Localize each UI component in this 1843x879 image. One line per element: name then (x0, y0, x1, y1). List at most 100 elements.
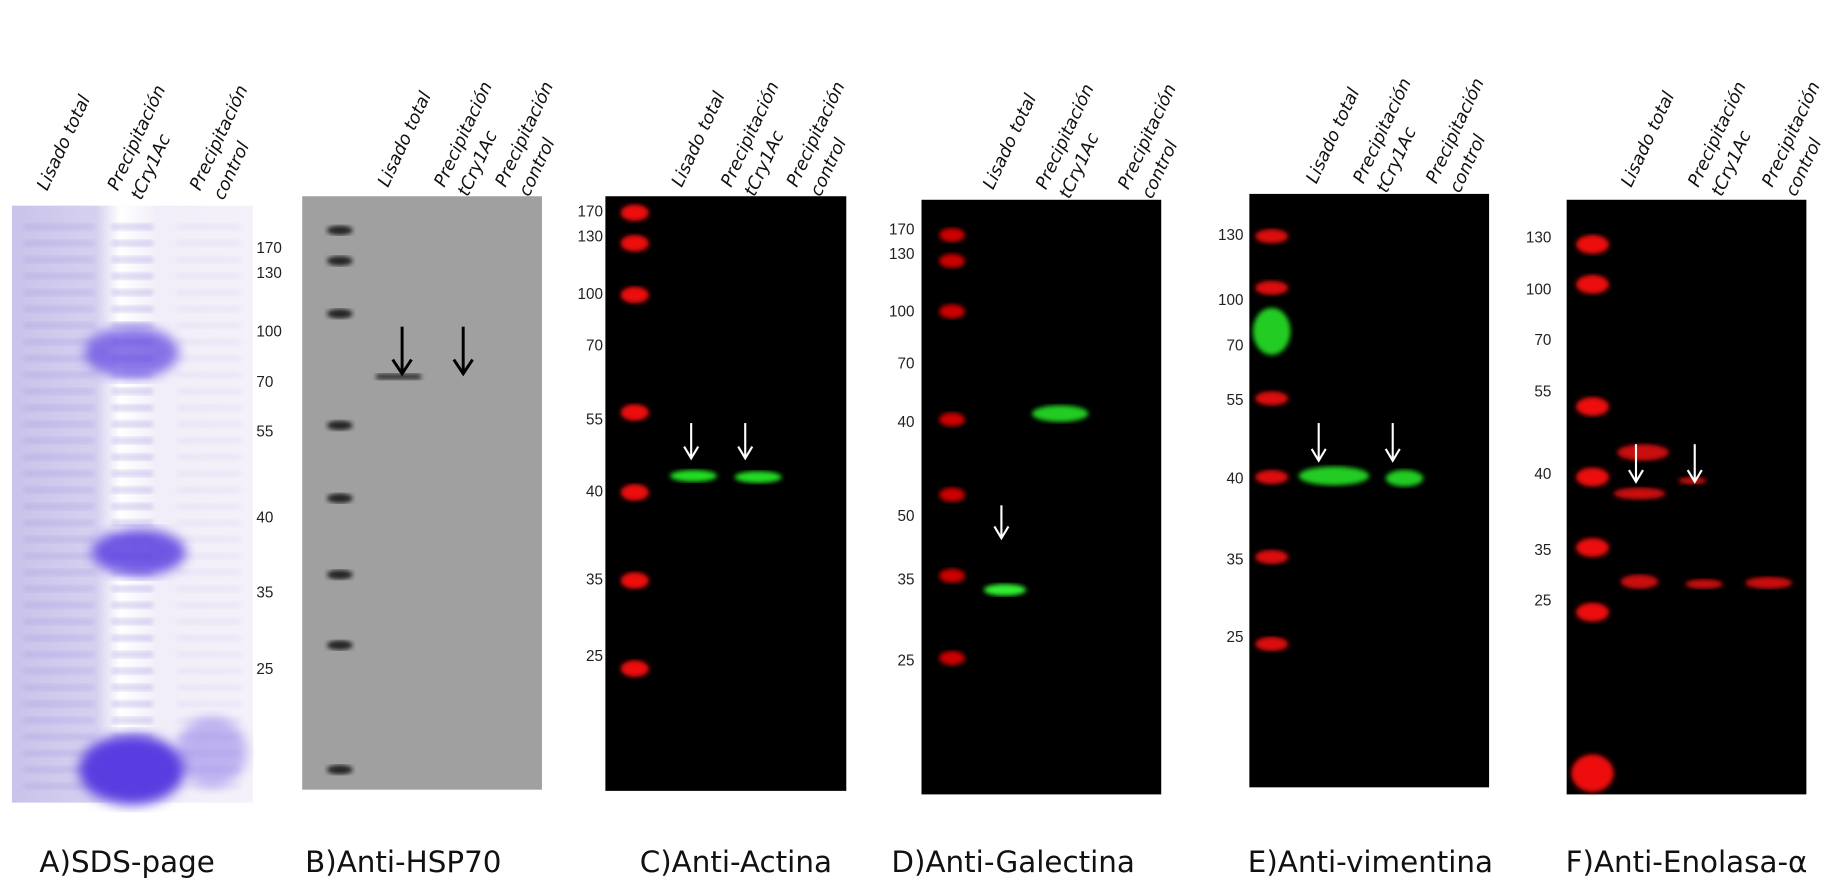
gel-band (111, 470, 153, 478)
gel-band (23, 387, 95, 395)
gel-band (111, 404, 153, 412)
gel-band (176, 453, 242, 461)
panel: Lisado totalPrecipitacióntCry1AcPrecipit… (578, 79, 851, 879)
gel-band (176, 404, 242, 412)
lane-label: Lisado total (374, 89, 435, 190)
ladder-band (1255, 636, 1289, 652)
marker-label: 50 (897, 508, 914, 525)
band (1031, 405, 1089, 422)
gel-band (23, 568, 95, 576)
gel-band (23, 535, 95, 543)
marker-label: 25 (1227, 629, 1244, 646)
ladder-band (1576, 274, 1609, 294)
marker-label: 55 (256, 423, 273, 440)
gel-band (111, 223, 153, 231)
ladder-band (326, 309, 353, 319)
band (1613, 487, 1666, 500)
gel-band (111, 618, 153, 626)
gel-band (176, 420, 242, 428)
marker-label: 55 (1534, 384, 1551, 401)
marker-label: 170 (256, 240, 281, 257)
ladder-band (620, 286, 649, 304)
marker-label: 130 (578, 228, 603, 245)
gel-band (176, 486, 242, 494)
ladder-band (326, 569, 353, 580)
marker-label: 130 (889, 246, 914, 263)
gel-band (23, 470, 95, 478)
ladder-band (1576, 467, 1609, 487)
ladder-band (1255, 391, 1289, 406)
ladder-band (1571, 754, 1614, 793)
gel-band (23, 404, 95, 412)
ladder-band (326, 493, 353, 503)
gel-content (23, 223, 247, 805)
band (1678, 477, 1707, 485)
gel-band (176, 470, 242, 478)
panel-caption: A)SDS-page (39, 845, 214, 879)
ladder-band (326, 765, 353, 775)
marker-label: 55 (1227, 392, 1244, 409)
arrow (737, 446, 754, 461)
gel-band (176, 223, 242, 231)
gel-band (176, 437, 242, 445)
marker-label: 25 (897, 653, 914, 670)
arrow (1310, 448, 1327, 463)
gel-band (111, 272, 153, 280)
gel-band (23, 338, 95, 346)
ladder-band (939, 651, 965, 666)
gel-band (23, 519, 95, 527)
arrow (452, 358, 474, 377)
gel-band (111, 502, 153, 511)
ladder-band (620, 572, 649, 589)
gel-band (111, 486, 153, 494)
marker-label: 40 (897, 414, 914, 431)
marker-label: 130 (1526, 230, 1551, 247)
gel (1249, 193, 1490, 788)
ladder-band (326, 225, 353, 236)
band (1685, 579, 1723, 589)
ladder-band (939, 412, 965, 427)
gel-content (1571, 235, 1793, 793)
gel-band (23, 782, 95, 790)
panel: Lisado totalPrecipitacióntCry1AcPrecipit… (302, 79, 560, 879)
arrow (993, 525, 1010, 541)
gel-band (176, 601, 242, 609)
gel-band (91, 528, 186, 576)
gel-band (111, 601, 153, 609)
gel-band (176, 272, 242, 280)
gel-band (23, 700, 95, 708)
ladder-band (939, 253, 965, 268)
gel-band (176, 683, 242, 691)
gel-band (176, 305, 242, 313)
gel-band (176, 651, 242, 659)
marker-label: 40 (1227, 470, 1244, 487)
gel-band (23, 618, 95, 626)
gel-band (111, 683, 153, 691)
ladder-band (620, 484, 649, 501)
gel-band (176, 354, 242, 362)
gel-band (84, 326, 179, 379)
panel-caption: E)Anti-vimentina (1248, 845, 1493, 879)
gel-band (176, 338, 242, 346)
gel-band (23, 634, 95, 642)
gel-band (23, 437, 95, 445)
marker-label: 70 (1534, 332, 1551, 349)
marker-label: 25 (586, 648, 603, 665)
gel-content (1252, 229, 1424, 652)
marker-label: 170 (578, 204, 603, 221)
gel-band (23, 354, 95, 362)
ladder-band (939, 568, 965, 583)
gel-band (23, 651, 95, 659)
gel-band (23, 272, 95, 280)
gel-band (176, 371, 242, 379)
marker-label: 35 (256, 584, 273, 601)
gel-band (176, 239, 242, 247)
marker-label: 25 (1534, 593, 1551, 610)
gel-band (78, 734, 185, 805)
gel-band (23, 716, 95, 724)
ladder-band (939, 487, 965, 502)
